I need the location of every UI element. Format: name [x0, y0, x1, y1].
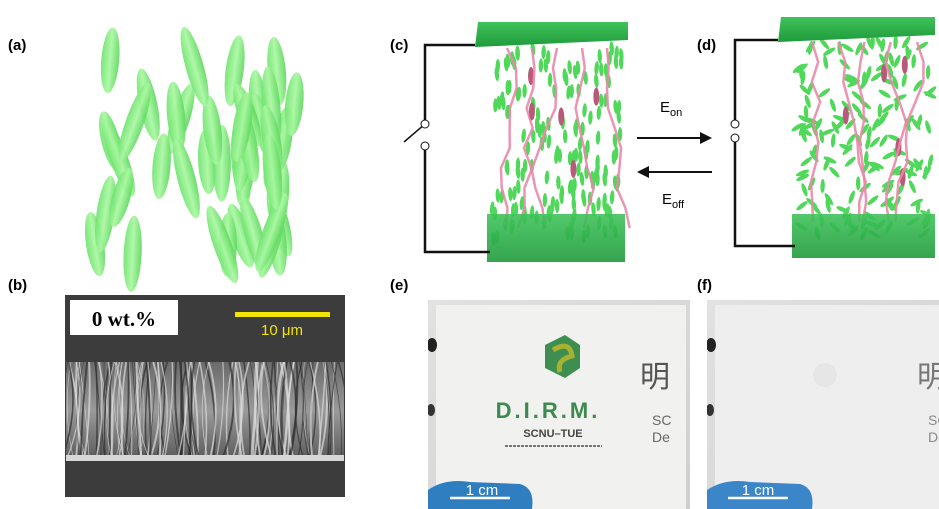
liquid-crystals: [81, 25, 306, 293]
side-text: SC: [928, 412, 939, 428]
cell-off: [404, 22, 630, 262]
sem-image: 0 wt.% 10 μm: [59, 295, 348, 497]
side-text: De: [928, 429, 939, 445]
panel-label: (b): [8, 277, 27, 294]
side-char: 明: [640, 361, 670, 394]
switch-arrows: Eon Eoff: [637, 99, 712, 211]
scale-label: 1 cm: [742, 482, 775, 499]
figure: (a) (b) (c) (d) (e) (f) 0 wt.% 10 μm Eon…: [0, 0, 939, 509]
panel-label: (e): [390, 277, 408, 294]
panel-label: (a): [8, 37, 26, 54]
side-char: 明: [917, 361, 939, 394]
cell-on: [731, 17, 938, 258]
panel-label: (d): [697, 37, 716, 54]
scale-label: 1 cm: [466, 482, 499, 499]
panel-label: (c): [390, 37, 408, 54]
photo-scattering: 明 SC De 1 cm: [706, 300, 939, 509]
logo: D.I.R.M.: [496, 398, 601, 423]
panel-label: (f): [697, 277, 712, 294]
side-text: De: [652, 429, 670, 445]
sem-label: 0 wt.%: [92, 307, 156, 331]
side-text: SC: [652, 412, 671, 428]
scale-label: 10 μm: [261, 322, 303, 339]
field-off: Eoff: [662, 191, 685, 211]
field-on: Eon: [660, 99, 682, 119]
org: SCNU–TUE: [523, 428, 582, 440]
photo-transparent: D.I.R.M. SCNU–TUE 明 SC De 1 cm: [427, 300, 690, 509]
